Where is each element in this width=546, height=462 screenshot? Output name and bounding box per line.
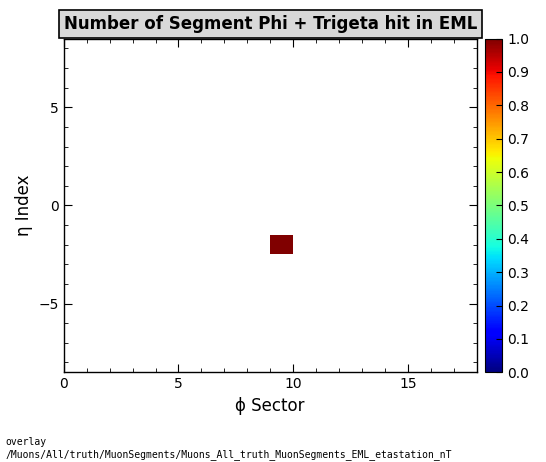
Y-axis label: η Index: η Index	[15, 175, 33, 236]
Text: overlay
/Muons/All/truth/MuonSegments/Muons_All_truth_MuonSegments_EML_etastatio: overlay /Muons/All/truth/MuonSegments/Mu…	[5, 437, 452, 460]
Text: Number of Segment Phi + Trigeta hit in EML: Number of Segment Phi + Trigeta hit in E…	[64, 15, 477, 33]
X-axis label: ϕ Sector: ϕ Sector	[235, 397, 305, 415]
